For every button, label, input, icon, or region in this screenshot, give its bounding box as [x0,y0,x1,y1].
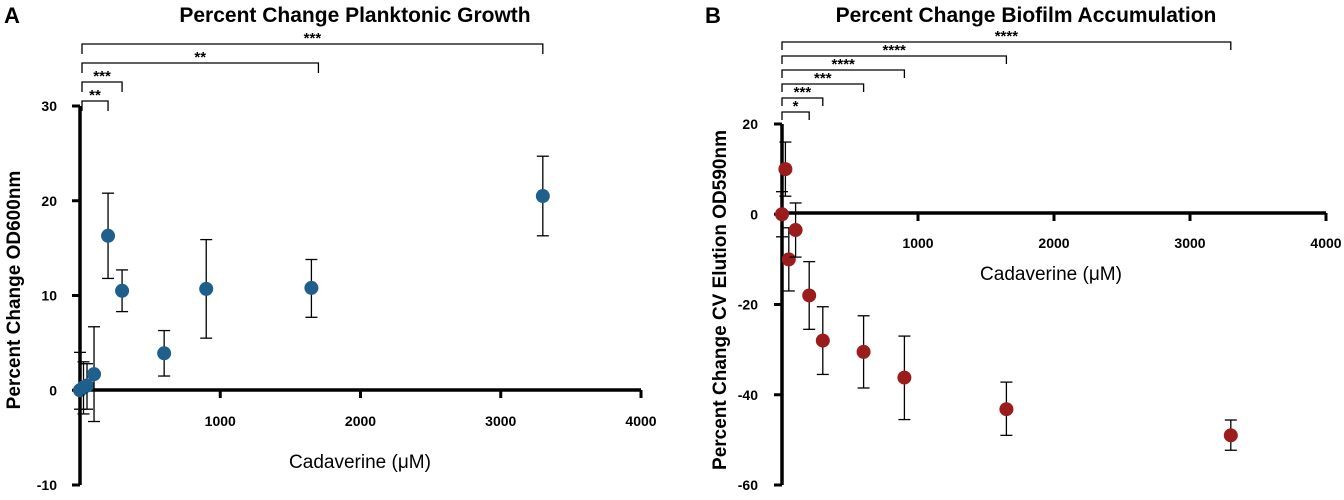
chart-b-data-point [856,344,871,359]
panel-label-a: A [4,3,20,28]
chart-a-data-point [101,228,116,243]
chart-b-significance-label: **** [832,56,856,73]
chart-b-y-tick-label: 20 [742,116,758,132]
chart-a-significance-bracket [81,81,123,92]
chart-a-significance-bracket [81,43,544,54]
chart-a-data-point [199,281,214,296]
chart-a-x-tick-label: 1000 [205,413,236,429]
chart-b-x-tick-label: 4000 [1310,235,1341,251]
chart-a-y-tick-label: 0 [49,382,57,398]
chart-b-y-tick-label: -60 [738,477,758,493]
chart-b-significance-label: *** [794,84,812,101]
chart-b-data-point [802,288,817,303]
chart-b-significance-label: *** [814,70,832,87]
chart-a-data-point [80,378,95,393]
chart-b: B Percent Change Biofilm Accumulation Pe… [705,3,1342,493]
chart-a: A Percent Change Planktonic Growth Perce… [4,3,657,493]
chart-a-x-tick-label: 2000 [345,413,376,429]
chart-b-significance-bracket [781,55,1008,64]
chart-b-x-axis-label: Cadaverine (μM) [980,264,1122,285]
chart-b-data-point [778,162,793,177]
chart-a-significance-bracket [81,100,109,111]
chart-b-x-tick-label: 3000 [1174,235,1205,251]
chart-b-data-point [897,370,912,385]
chart-b-significance-bracket [781,83,865,92]
panel-label-b: B [705,3,721,28]
chart-b-x-tick-label: 1000 [902,235,933,251]
chart-b-significance-bracket [781,111,810,120]
chart-a-data-point [115,283,130,298]
chart-b-significance-bracket [781,41,1232,50]
chart-a-y-axis-label: Percent Change OD600nm [4,171,25,410]
chart-b-y-axis-label: Percent Change CV Elution OD590nm [710,130,731,470]
chart-a-significance-label: *** [304,30,322,47]
chart-a-significance-label: ** [89,87,101,104]
chart-b-y-tick-label: -40 [738,387,758,403]
chart-b-x-tick-label: 2000 [1038,235,1069,251]
chart-a-title: Percent Change Planktonic Growth [179,4,530,27]
chart-b-significance-bracket [781,69,906,78]
chart-a-y-tick-label: 20 [41,193,57,209]
chart-b-significance-label: **** [995,28,1019,45]
chart-a-significance-bracket [81,62,320,73]
chart-b-data-point [999,402,1014,417]
chart-b-significance-bracket [781,97,824,106]
chart-b-data-point [775,207,789,222]
chart-a-x-tick-label: 3000 [485,413,516,429]
chart-b-significance-label: * [793,98,799,115]
chart-a-data-point [87,367,102,382]
chart-a-y-tick-label: -10 [37,477,57,493]
chart-a-significance-label: ** [194,49,206,66]
chart-b-data-point [788,223,803,238]
chart-a-significance-label: *** [93,68,111,85]
chart-b-title: Percent Change Biofilm Accumulation [836,4,1217,27]
chart-a-data-point [535,189,550,204]
chart-b-y-tick-label: 0 [750,206,758,222]
chart-b-data-point [781,252,796,267]
chart-b-y-tick-label: -20 [738,297,758,313]
chart-b-data-point [815,333,830,348]
chart-b-significance-label: **** [883,42,907,59]
chart-a-x-tick-label: 4000 [625,413,656,429]
chart-a-y-tick-label: 10 [41,288,57,304]
chart-b-data-point [1223,428,1238,443]
chart-a-data-point [157,346,172,361]
chart-a-y-tick-label: 30 [41,98,57,114]
chart-a-x-axis-label: Cadaverine (μM) [289,452,431,473]
chart-a-data-point [304,280,319,295]
